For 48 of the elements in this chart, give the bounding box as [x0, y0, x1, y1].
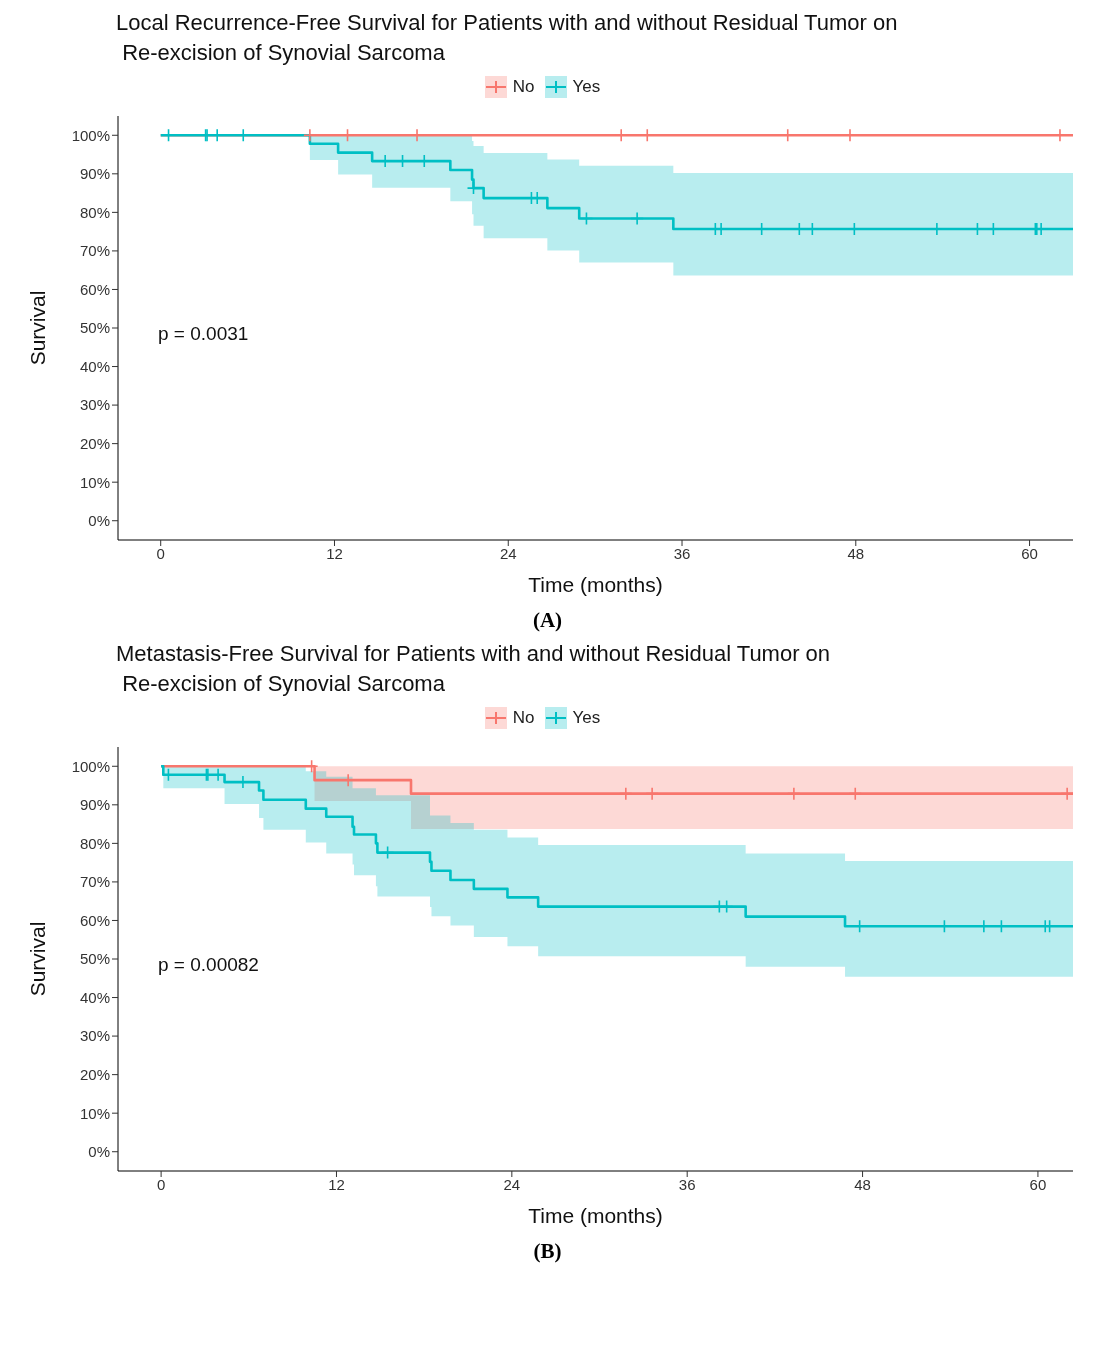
y-axis-title: Survival [26, 290, 50, 366]
legend-label: No [512, 708, 535, 727]
y-tick-label: 0% [88, 512, 110, 530]
y-tick-label: 90% [79, 165, 110, 183]
y-tick-label: 0% [88, 1143, 110, 1161]
x-tick-label: 24 [503, 1175, 521, 1193]
y-tick-label: 100% [71, 126, 110, 144]
y-tick-label: 50% [79, 319, 110, 337]
y-tick-label: 20% [79, 1065, 110, 1083]
x-tick-label: 48 [854, 1175, 871, 1193]
x-tick-label: 60 [1021, 544, 1038, 562]
legend-label: Yes [572, 708, 601, 727]
y-axis-title: Survival [26, 921, 50, 997]
y-tick-label: 10% [79, 1104, 110, 1122]
y-tick-label: 60% [79, 911, 110, 929]
x-tick-label: 48 [847, 544, 865, 562]
legend-label: No [512, 77, 535, 96]
y-tick-label: 20% [79, 434, 110, 452]
y-tick-label: 50% [79, 950, 110, 968]
y-tick-label: 60% [79, 280, 110, 298]
annotation: p = 0.00082 [158, 954, 259, 976]
y-tick-label: 40% [79, 988, 110, 1006]
chart-title: Local Recurrence-Free Survival for Patients with and without Residual Tumor on Re-excision of Synovial Sarcoma [116, 9, 899, 67]
x-tick-label: 24 [499, 544, 517, 562]
y-tick-label: 80% [79, 203, 110, 221]
x-tick-label: 36 [673, 544, 691, 562]
y-tick-label: 10% [79, 473, 110, 491]
annotation: p = 0.0031 [158, 323, 249, 345]
x-axis-title: Time (months) [528, 1204, 663, 1227]
x-tick-label: 36 [678, 1175, 696, 1193]
x-tick-label: 12 [326, 544, 343, 562]
y-tick-label: 100% [71, 757, 110, 775]
text: (B) [532, 1239, 563, 1264]
y-tick-label: 30% [79, 396, 110, 414]
chart-title: Metastasis-Free Survival for Patients with and without Residual Tumor on Re-excision of Synovial Sarcoma [116, 640, 832, 698]
y-tick-label: 40% [79, 357, 110, 375]
x-tick-label: 60 [1029, 1175, 1047, 1193]
x-axis-title: Time (months) [528, 573, 663, 596]
y-tick-label: 70% [79, 873, 110, 891]
y-tick-label: 70% [79, 242, 110, 260]
y-tick-label: 30% [79, 1027, 110, 1045]
y-tick-label: 90% [79, 796, 110, 814]
text: (A) [531, 608, 564, 633]
legend-label: Yes [572, 77, 601, 96]
x-tick-label: 0 [156, 544, 165, 562]
x-tick-label: 0 [156, 1175, 166, 1193]
y-tick-label: 80% [79, 834, 110, 852]
x-tick-label: 12 [328, 1175, 345, 1193]
